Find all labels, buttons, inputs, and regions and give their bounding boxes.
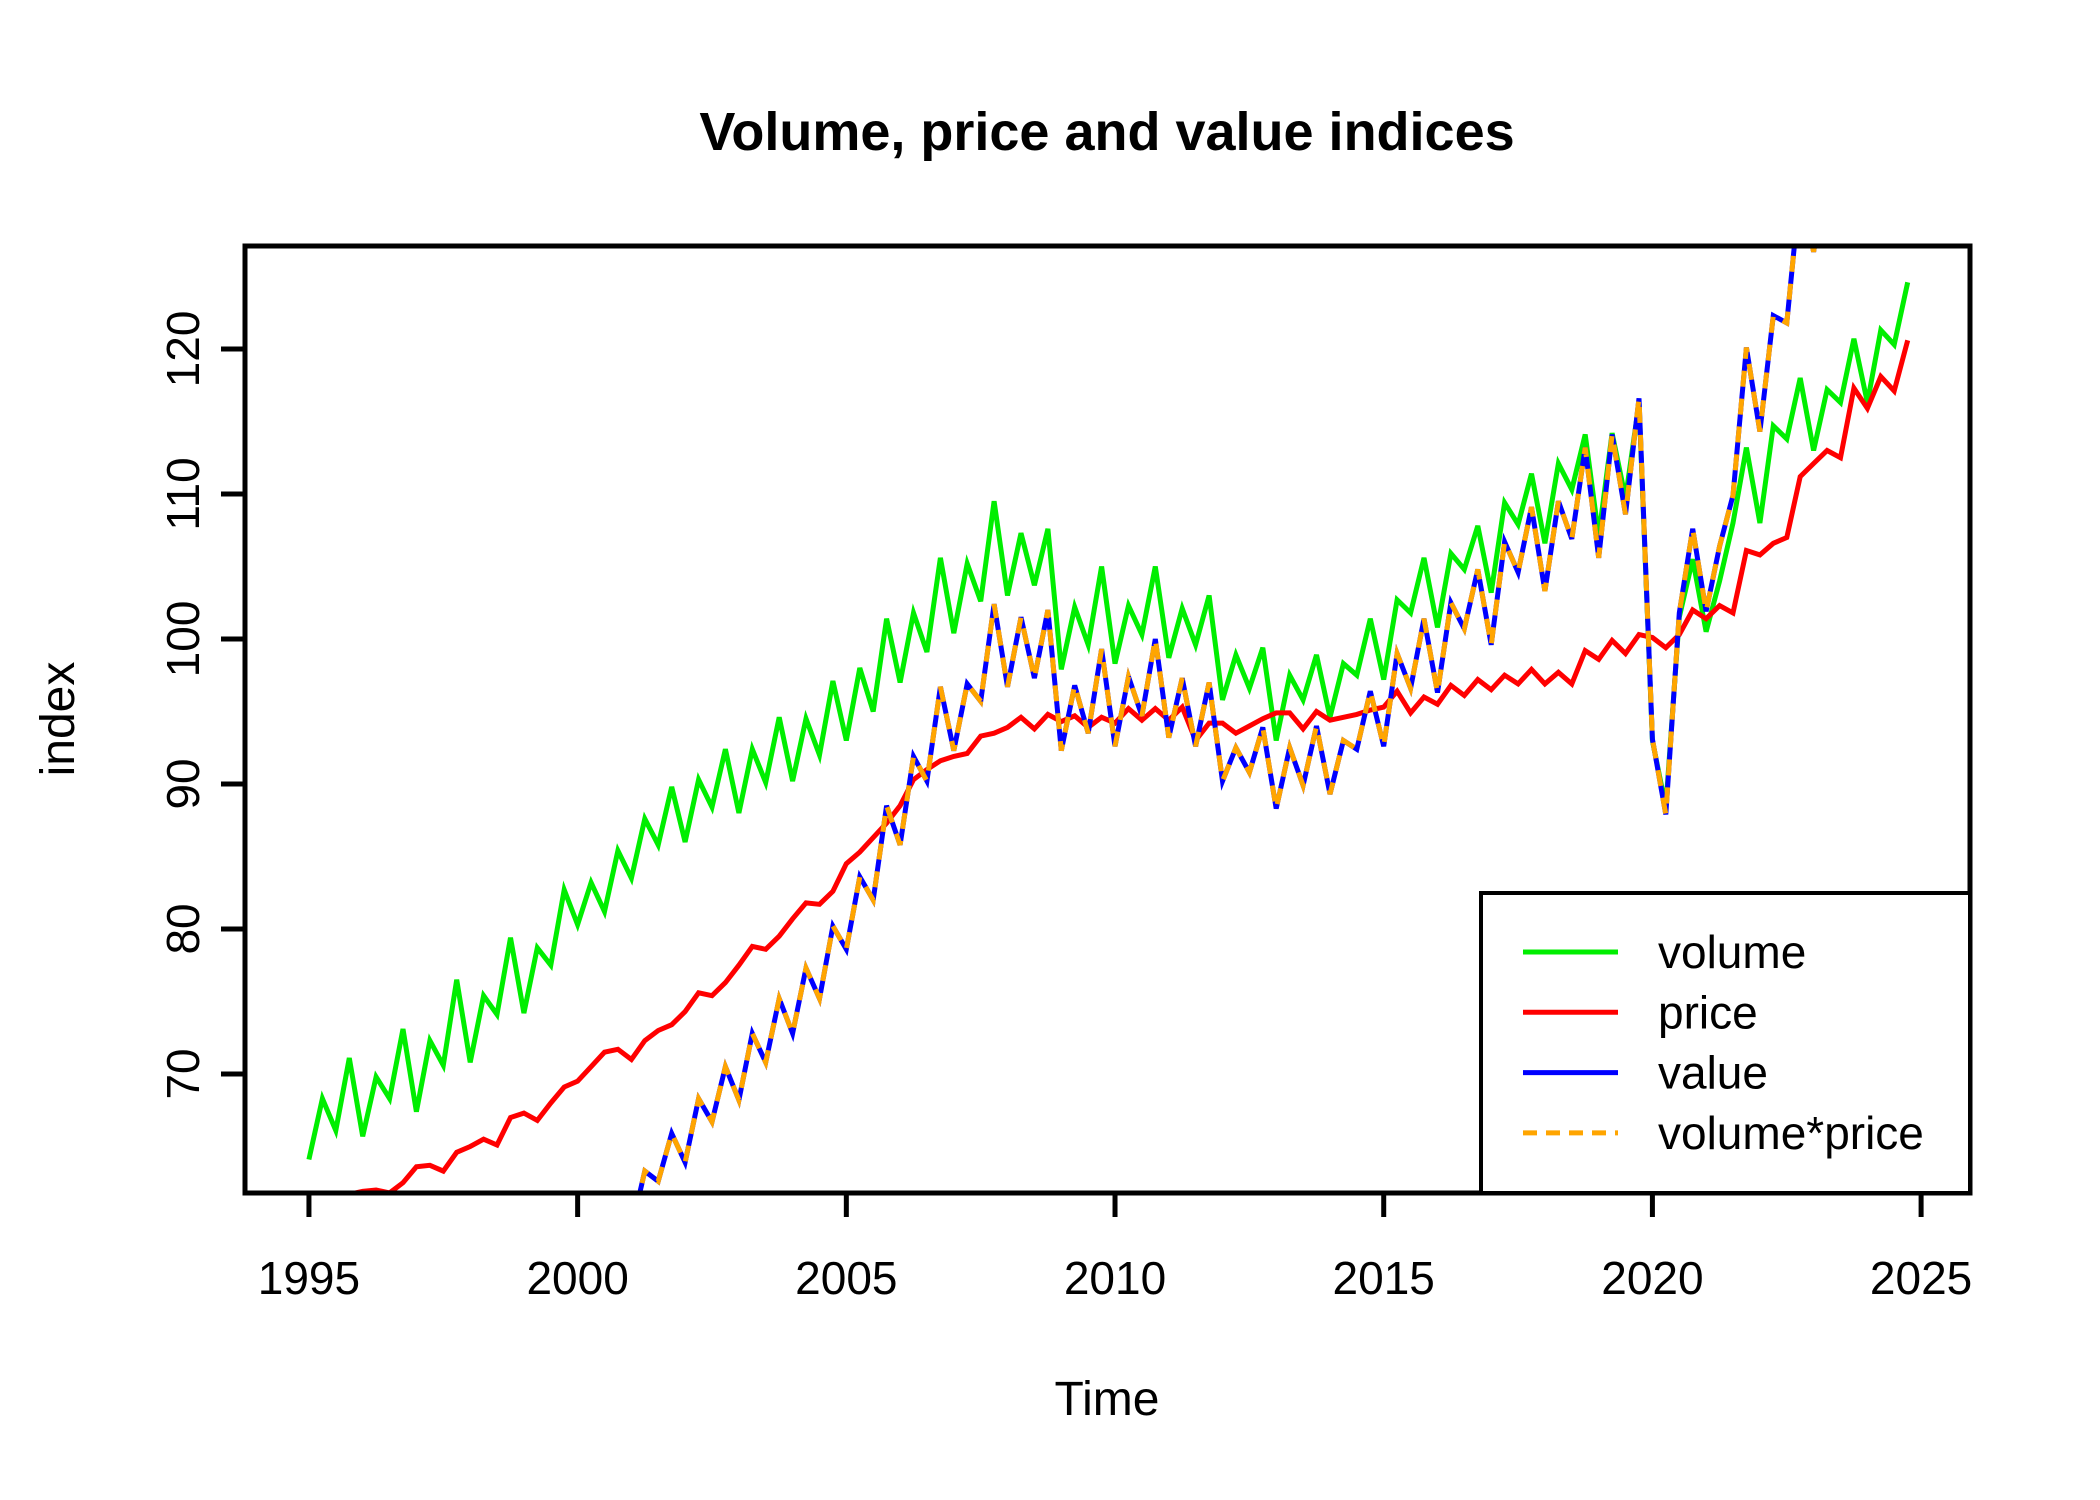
- y-tick-label: 90: [157, 758, 209, 809]
- series-line-price: [345, 339, 1911, 1193]
- series-line-volume-times-price: [637, 246, 1818, 1193]
- y-tick-label: 110: [157, 457, 209, 530]
- x-tick-label: 1995: [258, 1252, 360, 1304]
- y-tick-label: 80: [157, 903, 209, 954]
- x-tick-label: 2020: [1601, 1252, 1703, 1304]
- x-tick-label: 2015: [1333, 1252, 1435, 1304]
- legend-label-value: value: [1658, 1047, 1768, 1099]
- y-tick-label: 120: [157, 311, 209, 388]
- legend: volume price value volume*price: [1479, 891, 1972, 1195]
- x-tick-label: 2000: [526, 1252, 628, 1304]
- series-layer: [306, 246, 1911, 1193]
- x-tick-label: 2005: [795, 1252, 897, 1304]
- x-axis-label: Time: [1055, 1373, 1160, 1426]
- x-axis: 1995 2000 2005 2010 2015 2020 2025: [258, 1193, 1972, 1304]
- chart-title: Volume, price and value indices: [699, 102, 1514, 162]
- x-tick-label: 2010: [1064, 1252, 1166, 1304]
- legend-box: [1479, 891, 1972, 1195]
- y-tick-label: 100: [157, 601, 209, 678]
- x-tick-label: 2025: [1870, 1252, 1972, 1304]
- legend-label-volume-times-price: volume*price: [1658, 1107, 1924, 1159]
- y-axis: 70 80 90 100 110 120: [157, 311, 245, 1100]
- plot-border: [242, 243, 1973, 1196]
- y-axis-label: index: [32, 662, 85, 777]
- legend-label-volume: volume: [1658, 926, 1806, 978]
- legend-label-price: price: [1658, 986, 1758, 1038]
- y-tick-label: 70: [157, 1048, 209, 1099]
